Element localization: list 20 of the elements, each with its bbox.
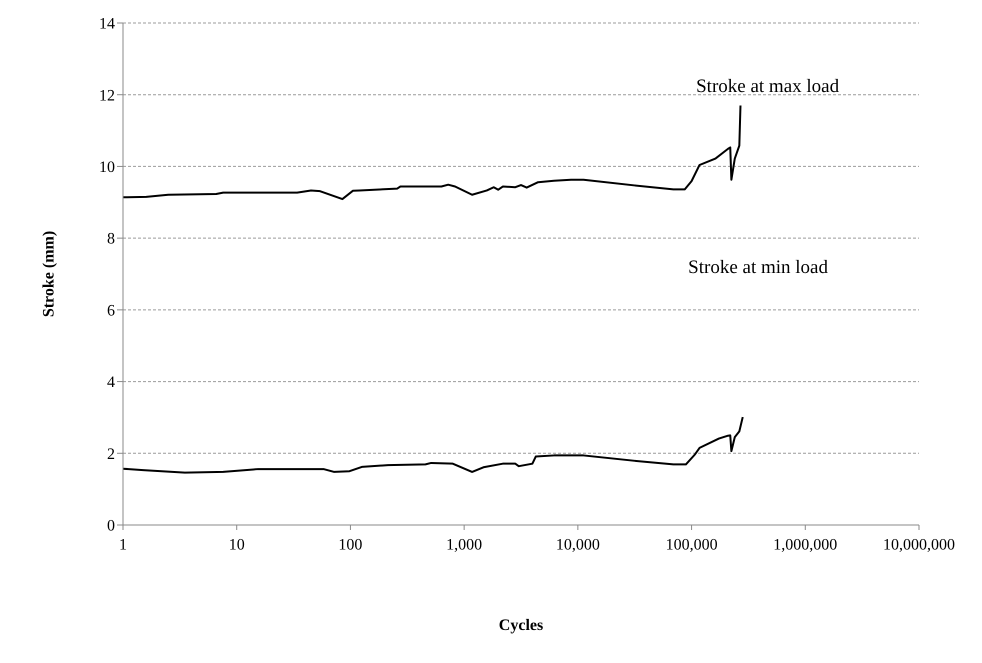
x-tick-label: 10,000,000 xyxy=(883,536,955,554)
x-tick-label: 100,000 xyxy=(666,536,718,554)
y-tick-label: 12 xyxy=(99,87,115,104)
y-tick-label: 6 xyxy=(107,302,115,320)
y-tick-label: 10 xyxy=(99,159,115,176)
x-tick-label: 100 xyxy=(338,536,362,554)
y-tick-label: 8 xyxy=(107,230,115,248)
y-tick-label: 14 xyxy=(99,16,115,33)
annotation: Stroke at max load xyxy=(696,76,840,98)
x-tick-label: 1 xyxy=(119,536,127,554)
annotation: Stroke at min load xyxy=(688,257,828,280)
y-tick-label: 2 xyxy=(107,446,115,463)
x-tick-label: 1,000 xyxy=(446,536,482,554)
x-axis-title: Cycles xyxy=(498,617,544,634)
x-tick-label: 1,000,000 xyxy=(773,536,838,554)
y-tick-label: 4 xyxy=(107,374,115,392)
y-tick-label: 0 xyxy=(107,518,115,535)
x-tick-label: 10,000 xyxy=(556,536,600,554)
y-axis-title: Stroke (mm) xyxy=(40,230,58,318)
x-tick-label: 10 xyxy=(228,536,245,554)
